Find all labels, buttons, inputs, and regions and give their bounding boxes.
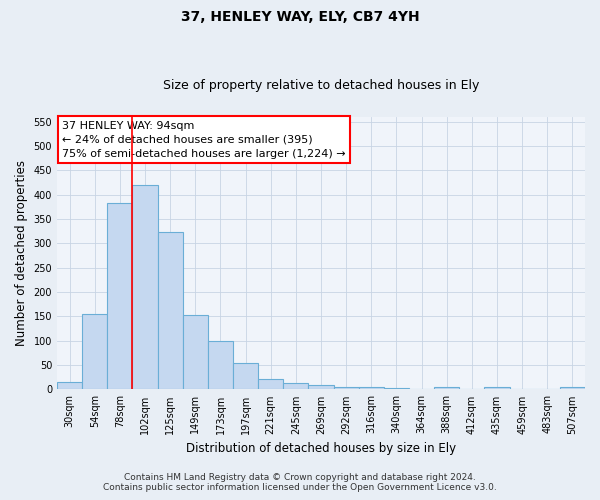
Bar bbox=[283, 383, 308, 390]
Bar bbox=[57, 382, 82, 390]
Y-axis label: Number of detached properties: Number of detached properties bbox=[15, 160, 28, 346]
Title: Size of property relative to detached houses in Ely: Size of property relative to detached ho… bbox=[163, 79, 479, 92]
Bar bbox=[334, 387, 359, 390]
Bar bbox=[233, 362, 258, 390]
Bar bbox=[183, 315, 208, 390]
Bar bbox=[484, 387, 509, 390]
Bar bbox=[133, 185, 158, 390]
Text: 37, HENLEY WAY, ELY, CB7 4YH: 37, HENLEY WAY, ELY, CB7 4YH bbox=[181, 10, 419, 24]
X-axis label: Distribution of detached houses by size in Ely: Distribution of detached houses by size … bbox=[186, 442, 456, 455]
Bar bbox=[107, 203, 133, 390]
Bar bbox=[258, 378, 283, 390]
Text: 37 HENLEY WAY: 94sqm
← 24% of detached houses are smaller (395)
75% of semi-deta: 37 HENLEY WAY: 94sqm ← 24% of detached h… bbox=[62, 121, 346, 159]
Bar bbox=[560, 388, 585, 390]
Bar bbox=[384, 388, 409, 390]
Bar bbox=[158, 232, 183, 390]
Bar bbox=[359, 388, 384, 390]
Bar bbox=[82, 314, 107, 390]
Bar bbox=[434, 387, 459, 390]
Bar bbox=[208, 340, 233, 390]
Text: Contains HM Land Registry data © Crown copyright and database right 2024.
Contai: Contains HM Land Registry data © Crown c… bbox=[103, 473, 497, 492]
Bar bbox=[308, 385, 334, 390]
